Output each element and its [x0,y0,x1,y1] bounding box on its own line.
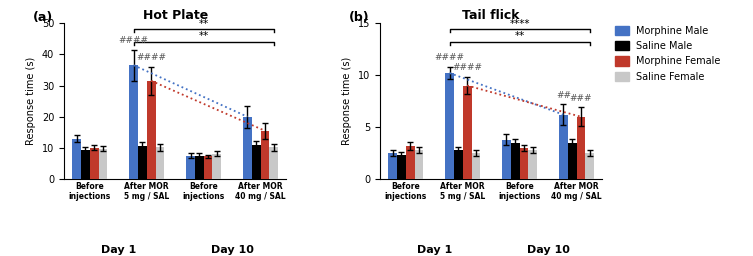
Bar [147,81,156,179]
Y-axis label: Response time (s): Response time (s) [343,57,352,145]
Bar [99,148,108,179]
Text: ###: ### [570,94,592,103]
Bar [577,117,585,179]
Bar [454,150,462,179]
Bar [138,146,147,179]
Bar [186,156,195,179]
Text: ****: **** [509,18,530,28]
Title: Tail flick: Tail flick [462,9,520,22]
Bar [471,153,480,179]
Text: **: ** [199,31,209,41]
Bar [585,153,594,179]
Bar [415,150,423,179]
Bar [462,86,471,179]
Text: ####: #### [118,36,148,45]
Bar [389,153,397,179]
Legend: Morphine Male, Saline Male, Morphine Female, Saline Female: Morphine Male, Saline Male, Morphine Fem… [614,25,721,83]
Text: Day 10: Day 10 [211,245,254,255]
Text: Day 10: Day 10 [526,245,569,255]
Text: ####: #### [136,53,166,62]
Y-axis label: Response time (s): Response time (s) [26,57,36,145]
Bar [130,65,138,179]
Bar [204,156,212,179]
Bar [397,155,406,179]
Bar [406,146,415,179]
Title: Hot Plate: Hot Plate [142,9,208,22]
Text: Day 1: Day 1 [416,245,452,255]
Bar [529,150,537,179]
Bar [90,148,99,179]
Text: ####: #### [434,53,465,62]
Text: **: ** [199,18,209,28]
Bar [252,145,261,179]
Bar [520,148,529,179]
Bar [445,73,454,179]
Text: Day 1: Day 1 [101,245,136,255]
Bar [156,147,164,179]
Bar [568,143,577,179]
Bar [243,117,252,179]
Text: ####: #### [452,63,482,72]
Bar [212,154,221,179]
Text: (a): (a) [33,10,53,24]
Bar [261,131,270,179]
Bar [502,140,511,179]
Text: **: ** [514,31,525,41]
Bar [511,143,520,179]
Text: (b): (b) [349,10,370,24]
Bar [559,115,568,179]
Bar [81,150,90,179]
Bar [195,156,204,179]
Text: ##: ## [556,91,571,100]
Bar [270,147,278,179]
Bar [72,138,81,179]
